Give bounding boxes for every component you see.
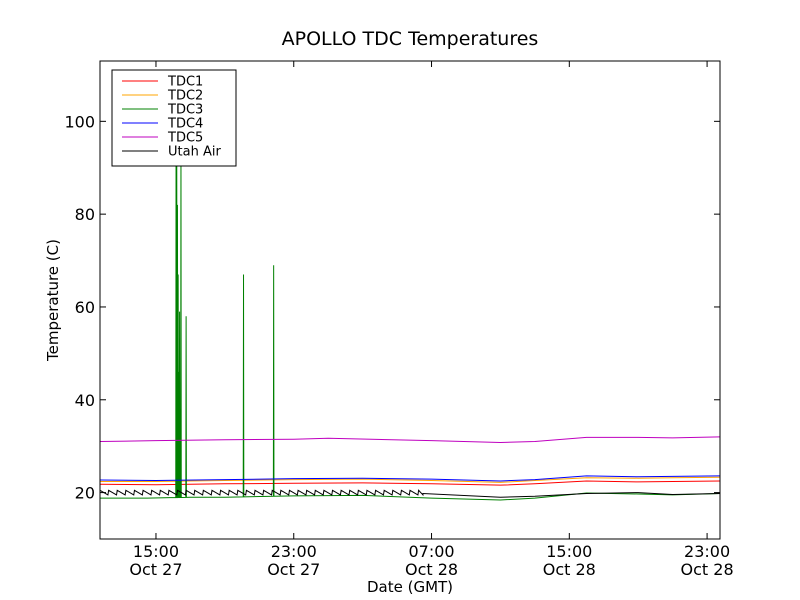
legend-label: TDC5 [167, 131, 203, 146]
x-tick-label-date: Oct 27 [267, 560, 320, 579]
x-tick-label-time: 15:00 [546, 542, 592, 561]
series-line-tdc5 [100, 436, 720, 443]
x-tick-label-time: 23:00 [684, 542, 730, 561]
legend-box [111, 69, 237, 167]
series-line-tdc1 [100, 480, 720, 486]
legend-label: TDC1 [167, 75, 203, 90]
x-tick-label-date: Oct 27 [129, 560, 182, 579]
y-tick-label: 40 [75, 391, 95, 410]
y-tick-label: 100 [64, 112, 95, 131]
legend-label: TDC4 [167, 117, 203, 132]
x-axis-label: Date (GMT) [367, 578, 453, 596]
chart-title: APOLLO TDC Temperatures [282, 28, 539, 50]
y-tick-label: 60 [75, 298, 95, 317]
x-tick-label-date: Oct 28 [681, 560, 734, 579]
series-line-tdc4 [100, 475, 720, 482]
series-line-tdc3 [100, 144, 720, 501]
legend-label: TDC2 [167, 89, 203, 104]
y-axis: 20 40 60 80 100 [64, 112, 720, 503]
x-tick-label-time: 07:00 [408, 542, 454, 561]
legend-label: TDC3 [167, 103, 203, 118]
plot-frame [99, 60, 721, 540]
x-tick-label-time: 23:00 [271, 542, 317, 561]
y-axis-label: Temperature (C) [44, 239, 62, 362]
series-line-tdc2 [100, 476, 720, 483]
plot-area [100, 144, 720, 501]
legend-label: Utah Air [168, 145, 221, 160]
x-tick-label-date: Oct 28 [543, 560, 596, 579]
y-tick-label: 20 [75, 484, 95, 503]
x-tick-label-time: 15:00 [133, 542, 179, 561]
series-line-utah-air [100, 489, 720, 498]
x-tick-label-date: Oct 28 [405, 560, 458, 579]
y-tick-label: 80 [75, 205, 95, 224]
